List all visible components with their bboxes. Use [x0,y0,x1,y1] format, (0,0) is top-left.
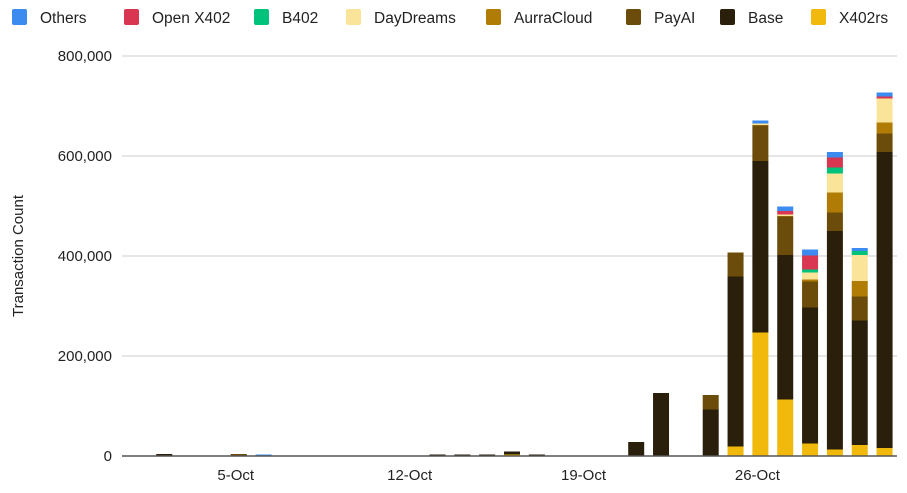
bar-segment-x402rs [851,445,868,456]
bar-segment-payai [777,216,794,255]
gridlines: 0 200,000 400,000 600,000 800,000 [58,48,897,465]
legend-item[interactable]: PayAI [626,9,695,27]
bar-segment-base [504,451,520,455]
bar-segment-payai [802,281,819,308]
legend-label: DayDreams [374,10,456,27]
bar-segment-base [628,442,645,456]
bar-segment-base [826,231,843,450]
bar-segment-base [876,152,893,448]
y-tick-label: 0 [104,448,112,465]
bar-segment-open-x402 [802,255,819,270]
legend-swatch [720,9,735,25]
legend-item[interactable]: B402 [254,9,318,27]
bar-segment-base [802,307,819,444]
bar-segment-payai [752,125,769,161]
bar-segment-b402 [826,167,843,174]
y-tick-label: 200,000 [58,348,112,365]
bar-segment-base [752,161,769,333]
legend-swatch [626,9,641,25]
bar-segment-daydreams [777,214,794,216]
bar-segment-payai [876,133,893,152]
legend-label: AurraCloud [514,10,592,27]
legend-swatch [486,9,501,25]
bar-segment-daydreams [851,255,868,281]
bar-segment-base [727,276,744,447]
legend-item[interactable]: AurraCloud [486,9,592,27]
bar-segment-x402rs [876,448,893,456]
x-tick-label: 5-Oct [217,467,255,484]
y-tick-label: 800,000 [58,48,112,65]
legend-label: Base [748,10,783,27]
bar-segment-daydreams [876,98,893,123]
bar-segment-b402 [802,269,819,273]
legend-item[interactable]: Open X402 [124,9,230,27]
bar-segment-others [826,152,843,158]
bar-segment-x402rs [826,449,843,456]
y-tick-label: 400,000 [58,248,112,265]
bars [156,92,893,456]
legend-label: Open X402 [152,10,230,27]
bar-segment-others [851,248,868,251]
x-tick-label: 12-Oct [387,467,433,484]
bar-segment-payai [851,296,868,321]
bar-segment-x402rs [777,399,794,456]
bar-segment-daydreams [752,123,769,125]
bar-segment-aurracloud [876,122,893,134]
legend-label: PayAI [654,10,695,27]
bar-segment-daydreams [802,272,819,280]
y-axis-label: Transaction Count [10,194,27,317]
bar-segment-base [653,393,670,456]
legend-swatch [12,9,27,25]
bar-segment-others [752,120,769,124]
bar-segment-open-x402 [826,157,843,168]
bar-segment-others [876,92,893,97]
bar-segment-daydreams [826,173,843,193]
bar-segment-x402rs [752,332,769,456]
bar-segment-open-x402 [777,211,794,215]
bar-segment-b402 [851,251,868,255]
x-tick-label: 26-Oct [735,467,781,484]
legend-swatch [811,9,826,25]
legend-swatch [124,9,139,25]
legend-label: X402rs [839,10,888,27]
legend-label: Others [40,10,87,27]
x-tick-label: 19-Oct [561,467,607,484]
bar-segment-base [851,320,868,445]
x-tick-labels: 5-Oct 12-Oct 19-Oct 26-Oct [217,467,780,484]
legend-label: B402 [282,10,318,27]
bar-segment-base [702,409,719,456]
bar-segment-aurracloud [826,192,843,213]
bar-segment-payai [727,252,744,277]
bar-segment-aurracloud [851,281,868,297]
bar-segment-payai [826,212,843,231]
bar-segment-others [777,206,794,211]
legend-item[interactable]: DayDreams [346,9,456,27]
bar-segment-open-x402 [876,96,893,99]
bar-segment-payai [702,395,719,410]
bar-segment-x402rs [727,446,744,456]
bar-segment-base [156,454,173,456]
legend-swatch [254,9,269,25]
legend-swatch [346,9,361,25]
bar-segment-others [802,249,819,256]
legend-item[interactable]: X402rs [811,9,888,27]
bar-segment-payai [230,454,247,456]
bar-segment-base [777,255,794,400]
legend-item[interactable]: Others [12,9,87,27]
legend: Others Open X402 B402 DayDreams AurraCloud Pa… [12,9,888,27]
legend-item[interactable]: Base [720,9,783,27]
bar-segment-aurracloud [802,279,819,282]
y-tick-label: 600,000 [58,148,112,165]
bar-segment-x402rs [802,443,819,456]
